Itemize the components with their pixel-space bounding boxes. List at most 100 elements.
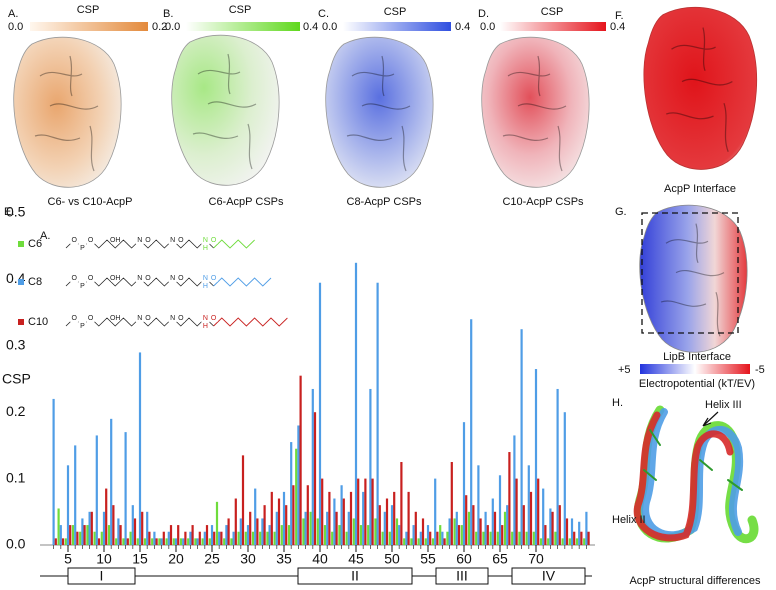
- atom-bg: [86, 314, 95, 322]
- protein-surface: [325, 36, 434, 188]
- panel-c: C. CSP 0.0 0.4 C8-AcpP CSPs: [318, 6, 470, 208]
- scale-min: 0.0: [322, 21, 337, 33]
- bar: [266, 531, 269, 545]
- panel-letter: G.: [615, 206, 627, 218]
- legend-label: C8: [28, 276, 42, 288]
- bar: [506, 505, 509, 545]
- atom-label: N: [203, 237, 208, 244]
- bar: [580, 531, 583, 545]
- bar: [457, 525, 461, 545]
- bar: [441, 531, 444, 545]
- bar: [383, 511, 386, 545]
- bar: [439, 525, 442, 545]
- bar: [321, 478, 324, 545]
- panel-caption: C10-AcpP CSPs: [502, 196, 584, 208]
- x-tick-label: 20: [168, 551, 184, 567]
- bar: [218, 531, 221, 545]
- bar: [558, 505, 561, 545]
- bar: [292, 485, 295, 545]
- bar: [251, 531, 255, 545]
- bar: [74, 445, 77, 545]
- bar: [407, 491, 410, 545]
- panel-caption: AcpP Interface: [664, 183, 736, 195]
- bar: [191, 525, 194, 545]
- bar: [357, 478, 360, 545]
- atom-label: O: [211, 237, 217, 244]
- molecule-tail: [213, 277, 272, 287]
- bar: [352, 518, 355, 545]
- bar: [340, 485, 343, 545]
- bar: [160, 538, 163, 545]
- bar: [146, 511, 149, 545]
- bar: [182, 538, 185, 545]
- bar: [498, 475, 502, 545]
- atom-bg: [168, 236, 177, 244]
- bar: [83, 525, 86, 545]
- scale-max: 0.2: [152, 21, 167, 33]
- bar: [511, 531, 514, 545]
- interface-box: [641, 212, 739, 334]
- y-tick-label: 0.3: [6, 337, 26, 353]
- bar: [52, 398, 55, 545]
- bar: [503, 511, 507, 545]
- atom-bg: [86, 236, 95, 244]
- bar: [455, 511, 458, 545]
- atom-bg: [176, 236, 185, 244]
- atom-bg: [176, 274, 185, 282]
- bar: [362, 491, 365, 545]
- bar: [141, 511, 144, 545]
- helix-label: IV: [542, 568, 556, 584]
- bar: [54, 538, 57, 545]
- bar: [203, 531, 206, 545]
- bar: [165, 538, 168, 545]
- bar: [414, 511, 417, 545]
- bar: [529, 491, 533, 545]
- bar: [367, 525, 370, 545]
- ribbon-structure: [633, 405, 759, 544]
- atom-bg: [209, 314, 218, 322]
- bar: [179, 538, 183, 545]
- bar: [282, 491, 286, 545]
- bar: [151, 538, 154, 545]
- bar: [563, 412, 566, 545]
- scale-min: 0.0: [480, 21, 495, 33]
- bar: [129, 531, 132, 545]
- bar: [436, 531, 439, 545]
- bar: [338, 525, 341, 545]
- x-tick-label: 25: [204, 551, 220, 567]
- atom-bg: [135, 274, 144, 282]
- bar: [395, 518, 399, 545]
- bar: [578, 521, 581, 545]
- bar: [388, 531, 391, 545]
- bar: [59, 525, 62, 545]
- atom-label: O: [71, 315, 77, 322]
- bar: [259, 531, 262, 545]
- bar: [133, 518, 137, 545]
- atom-bg: [209, 274, 218, 282]
- x-tick-label: 60: [456, 551, 472, 567]
- bar: [364, 478, 367, 545]
- atom-bg: [201, 236, 210, 244]
- bar: [201, 538, 204, 545]
- bar-chart: E. A. CSP 0.00.10.20.30.40.55 10 15 20 25 30 3…: [2, 204, 595, 585]
- bar: [256, 518, 259, 545]
- legend-label: C6: [28, 238, 42, 250]
- protein-surface: [481, 36, 590, 188]
- panel-g: G. LipB Interface +5 -5 Electropotential…: [615, 204, 765, 390]
- bar: [400, 462, 403, 545]
- bar: [246, 525, 250, 545]
- bar: [234, 498, 237, 545]
- legend-swatch: [18, 241, 24, 247]
- bar: [542, 488, 545, 545]
- scale-max: -5: [755, 364, 765, 376]
- bar: [76, 531, 79, 545]
- bar: [354, 262, 358, 545]
- bar: [585, 511, 588, 545]
- helix-label: II: [351, 568, 359, 584]
- atom-bg: [70, 236, 79, 244]
- bar: [326, 511, 329, 545]
- bar: [263, 505, 266, 545]
- protein-surface: [171, 34, 280, 186]
- bar: [419, 531, 422, 545]
- bar: [153, 531, 156, 545]
